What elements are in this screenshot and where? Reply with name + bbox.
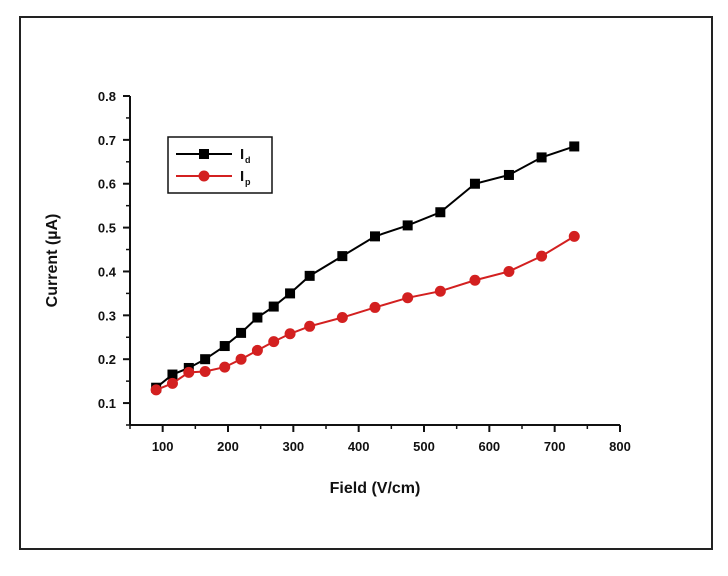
y-tick-label: 0.2 — [98, 352, 116, 367]
data-point — [166, 377, 178, 389]
legend-marker — [199, 149, 209, 159]
data-point — [219, 361, 231, 373]
data-point — [536, 152, 547, 163]
data-point — [304, 270, 315, 281]
data-point — [304, 320, 316, 332]
series-line — [155, 235, 575, 391]
data-point — [235, 353, 247, 365]
data-point — [268, 336, 280, 348]
data-point — [200, 354, 211, 365]
data-point — [402, 292, 414, 304]
y-tick-label: 0.1 — [98, 396, 116, 411]
data-point — [435, 207, 446, 218]
legend-label-subscript: p — [245, 177, 251, 187]
data-point — [219, 341, 230, 352]
data-point — [568, 230, 580, 242]
x-tick-label: 800 — [609, 439, 631, 454]
data-point — [434, 285, 446, 297]
legend-label: I — [240, 168, 244, 185]
y-tick-label: 0.5 — [98, 221, 116, 236]
data-point — [252, 312, 263, 323]
y-tick-label: 0.6 — [98, 177, 116, 192]
data-point — [183, 366, 195, 378]
x-axis-title: Field (V/cm) — [330, 480, 421, 497]
x-tick-label: 600 — [478, 439, 500, 454]
data-point — [503, 169, 514, 180]
data-point — [236, 327, 247, 338]
axes-group: 100 200 300 400 500 600 700 800 0.1 0.2 0.3 0.4 0.5 0… — [98, 89, 631, 454]
data-point — [251, 344, 263, 356]
legend-box — [167, 136, 273, 194]
data-point — [150, 384, 162, 396]
data-point — [285, 288, 296, 299]
x-tick-label: 700 — [544, 439, 566, 454]
x-tick-label: 400 — [348, 439, 370, 454]
legend-marker — [198, 170, 210, 182]
data-point — [336, 312, 348, 324]
y-tick-label: 0.4 — [98, 264, 117, 279]
series-Ip — [150, 230, 580, 396]
x-tick-label: 200 — [217, 439, 239, 454]
x-tick-label: 100 — [152, 439, 174, 454]
y-tick-label: 0.7 — [98, 133, 116, 148]
data-point — [199, 365, 211, 377]
data-point — [284, 328, 296, 340]
data-point — [503, 265, 515, 277]
y-axis-title: Current (µA) — [44, 214, 61, 308]
data-point — [469, 274, 481, 286]
data-point — [369, 301, 381, 313]
data-point — [167, 369, 178, 380]
data-point — [337, 251, 348, 262]
x-tick-label: 500 — [413, 439, 435, 454]
data-point — [370, 231, 380, 242]
data-point — [569, 141, 580, 152]
figure-frame — [19, 16, 713, 550]
data-point — [536, 250, 548, 262]
x-tick-label: 300 — [282, 439, 304, 454]
series-layer — [150, 141, 580, 396]
legend-label: I — [240, 146, 244, 163]
y-tick-label: 0.3 — [98, 308, 116, 323]
data-point — [268, 301, 279, 312]
y-tick-label: 0.8 — [98, 89, 116, 104]
data-point — [402, 220, 413, 231]
data-point — [469, 178, 480, 189]
legend-label-subscript: d — [245, 155, 251, 165]
